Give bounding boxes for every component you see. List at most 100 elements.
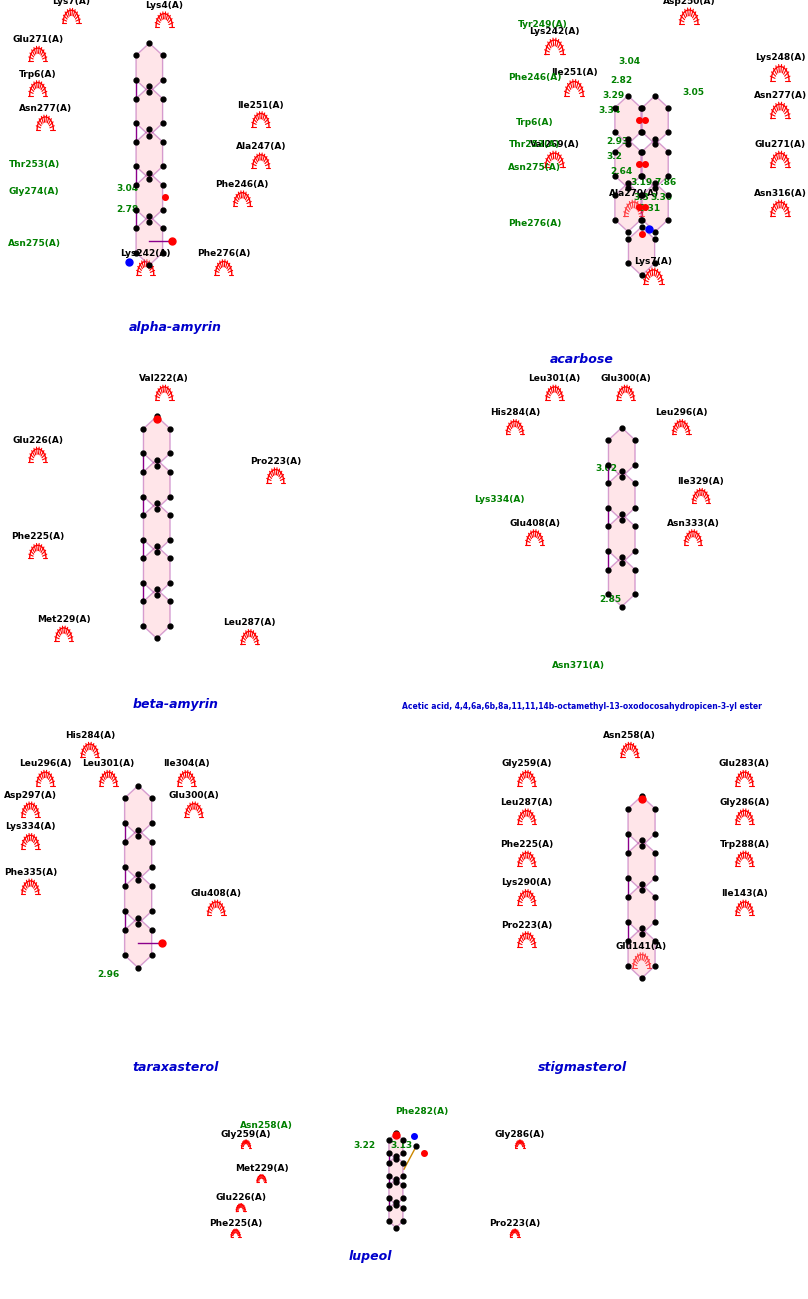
Text: Gly286(A): Gly286(A) [719, 798, 770, 807]
Text: 7.86: 7.86 [654, 178, 676, 187]
Text: Pro223(A): Pro223(A) [501, 921, 553, 930]
Text: acarbose: acarbose [550, 353, 614, 366]
Polygon shape [628, 840, 655, 890]
Text: 3.02: 3.02 [595, 464, 617, 473]
Text: 3.05: 3.05 [682, 87, 704, 96]
Text: Lys7(A): Lys7(A) [53, 0, 90, 6]
Text: Glu408(A): Glu408(A) [509, 518, 560, 527]
Text: Leu296(A): Leu296(A) [655, 408, 707, 417]
Text: Trp288(A): Trp288(A) [719, 840, 769, 848]
Text: Asn258(A): Asn258(A) [240, 1121, 293, 1130]
Text: Leu287(A): Leu287(A) [224, 618, 276, 627]
Text: Phe225(A): Phe225(A) [209, 1218, 263, 1228]
Polygon shape [136, 130, 162, 179]
Polygon shape [615, 183, 641, 231]
Text: Asn371(A): Asn371(A) [552, 661, 604, 669]
Text: Lys4(A): Lys4(A) [145, 1, 183, 10]
Polygon shape [608, 557, 635, 607]
Text: 3.29: 3.29 [603, 91, 625, 100]
Text: Val222(A): Val222(A) [139, 374, 189, 383]
Text: beta-amyrin: beta-amyrin [133, 698, 218, 711]
Text: Glu226(A): Glu226(A) [215, 1194, 267, 1203]
Text: Gly286(A): Gly286(A) [494, 1130, 545, 1139]
Polygon shape [628, 927, 655, 978]
Text: 2.64: 2.64 [611, 166, 633, 175]
Polygon shape [389, 1179, 403, 1205]
Text: Glu271(A): Glu271(A) [12, 35, 63, 44]
Polygon shape [144, 460, 170, 509]
Text: 3.22: 3.22 [354, 1142, 376, 1151]
Text: Glu300(A): Glu300(A) [600, 374, 651, 383]
Text: 2.78: 2.78 [116, 205, 138, 214]
Text: Asn258(A): Asn258(A) [604, 731, 656, 740]
Text: Asn316(A): Asn316(A) [754, 188, 806, 197]
Text: Ile251(A): Ile251(A) [551, 69, 598, 77]
Text: His284(A): His284(A) [490, 408, 540, 417]
Text: Lys334(A): Lys334(A) [5, 822, 56, 831]
Text: stigmasterol: stigmasterol [537, 1061, 627, 1074]
Text: Thr253(A): Thr253(A) [8, 160, 60, 169]
Text: Val269(A): Val269(A) [529, 140, 579, 149]
Text: Pro223(A): Pro223(A) [489, 1218, 541, 1228]
Polygon shape [628, 885, 655, 934]
Text: Glu226(A): Glu226(A) [12, 436, 63, 446]
Text: alpha-amyrin: alpha-amyrin [129, 321, 221, 334]
Text: Lys334(A): Lys334(A) [473, 495, 524, 504]
Text: Asn277(A): Asn277(A) [19, 104, 72, 113]
Text: Ile329(A): Ile329(A) [678, 477, 724, 486]
Polygon shape [144, 417, 170, 466]
Text: Met229(A): Met229(A) [37, 614, 90, 624]
Text: 2.82: 2.82 [611, 77, 633, 86]
Text: Asn275(A): Asn275(A) [508, 162, 561, 171]
Text: 3.31: 3.31 [638, 204, 660, 213]
Text: Glu141(A): Glu141(A) [616, 942, 667, 951]
Text: Gly259(A): Gly259(A) [502, 759, 552, 768]
Text: Glu283(A): Glu283(A) [719, 759, 770, 768]
Text: Phe282(A): Phe282(A) [395, 1107, 448, 1116]
Text: Tyr249(A): Tyr249(A) [518, 19, 567, 29]
Text: 2.96: 2.96 [97, 970, 120, 979]
Text: lupeol: lupeol [348, 1250, 392, 1263]
Polygon shape [629, 227, 654, 275]
Text: Lys290(A): Lys290(A) [502, 878, 552, 887]
Text: Asp297(A): Asp297(A) [4, 791, 57, 800]
Text: 2.85: 2.85 [599, 595, 621, 604]
Text: Phe225(A): Phe225(A) [500, 840, 553, 848]
Text: Lys248(A): Lys248(A) [755, 53, 806, 62]
Text: Pro223(A): Pro223(A) [250, 457, 301, 465]
Polygon shape [608, 514, 635, 564]
Polygon shape [136, 43, 162, 92]
Polygon shape [608, 427, 635, 477]
Text: Asn333(A): Asn333(A) [667, 518, 719, 527]
Text: Ile251(A): Ile251(A) [238, 100, 284, 109]
Text: 3.04: 3.04 [619, 57, 641, 66]
Text: Lys242(A): Lys242(A) [120, 248, 170, 257]
Polygon shape [615, 139, 641, 188]
Text: 3.2: 3.2 [606, 152, 622, 161]
Text: Asn277(A): Asn277(A) [754, 91, 806, 100]
Text: 3.30: 3.30 [650, 194, 672, 203]
Text: Leu301(A): Leu301(A) [82, 759, 135, 768]
Text: Ala247(A): Ala247(A) [236, 142, 286, 151]
Text: taraxasterol: taraxasterol [133, 1061, 218, 1074]
Polygon shape [642, 96, 668, 144]
Text: Trp6(A): Trp6(A) [19, 70, 57, 79]
Text: Gly274(A): Gly274(A) [9, 187, 60, 196]
Polygon shape [136, 173, 162, 222]
Text: Lys242(A): Lys242(A) [529, 27, 579, 36]
Text: Phe225(A): Phe225(A) [11, 533, 65, 542]
Text: His284(A): His284(A) [65, 731, 115, 740]
Polygon shape [144, 546, 170, 595]
Text: Asp250(A): Asp250(A) [663, 0, 715, 5]
Polygon shape [144, 590, 170, 639]
Polygon shape [136, 86, 162, 135]
Text: Phe335(A): Phe335(A) [4, 868, 57, 877]
Text: 3.04: 3.04 [116, 184, 138, 194]
Text: Trp6(A): Trp6(A) [516, 118, 553, 127]
Text: 3.13: 3.13 [390, 1142, 412, 1151]
Text: Phe276(A): Phe276(A) [508, 220, 562, 229]
Text: Phe246(A): Phe246(A) [508, 73, 562, 82]
Text: Phe276(A): Phe276(A) [197, 248, 250, 257]
Text: 2.93: 2.93 [607, 136, 629, 145]
Polygon shape [615, 96, 641, 144]
